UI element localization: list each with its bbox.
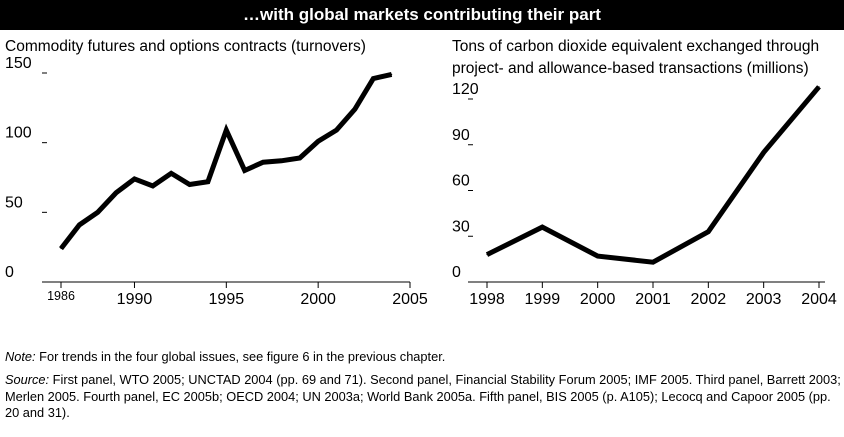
right-y-tick-label: 60 [452, 173, 470, 190]
note-label: Note: [5, 349, 36, 364]
figure-source: Source: First panel, WTO 2005; UNCTAD 20… [5, 372, 841, 422]
right-y-tick-label: 0 [452, 264, 461, 281]
right-x-tick-label: 1999 [525, 291, 561, 308]
left-data-point [391, 73, 393, 75]
source-text: First panel, WTO 2005; UNCTAD 2004 (pp. … [5, 372, 841, 420]
right-chart-title-line-2: project- and allowance-based transaction… [452, 60, 809, 77]
left-data-point [335, 129, 338, 131]
right-x-tick-label: 2004 [801, 291, 837, 308]
right-x-tick-label: 2000 [580, 291, 616, 308]
left-x-tick-label: 2000 [300, 291, 336, 308]
left-x-tick-label: 1995 [209, 291, 245, 308]
left-data-point [280, 160, 283, 162]
source-label: Source: [5, 372, 50, 387]
figure-banner-title: …with global markets contributing their … [0, 0, 844, 30]
left-data-point [78, 224, 80, 226]
note-text: For trends in the four global issues, se… [35, 349, 446, 364]
right-y-tick-label: 90 [452, 127, 470, 144]
left-data-point [317, 140, 319, 142]
left-chart-title: Commodity futures and options contracts … [5, 38, 366, 55]
left-data-point [372, 77, 374, 80]
left-y-tick-label: 50 [5, 194, 23, 211]
left-data-point [188, 183, 191, 186]
left-data-point [299, 157, 301, 159]
left-data-point [354, 108, 356, 110]
right-x-tick-label: 2002 [691, 291, 727, 308]
left-data-point [207, 181, 209, 183]
left-x-tick-label: 2005 [392, 291, 428, 308]
left-data-point [262, 161, 264, 163]
left-y-tick-label: 150 [5, 55, 32, 72]
left-x-tick-label: 1990 [117, 291, 153, 308]
right-data-point [763, 151, 765, 153]
left-x-tick-label: 1986 [47, 289, 75, 303]
right-data-point [707, 231, 709, 233]
right-line-chart: 0 30 60 90 120 1998 1999 2000 2001 2002 2003 2004 [452, 81, 837, 308]
left-data-point [244, 169, 246, 172]
left-data-point [133, 178, 136, 180]
left-data-point [60, 247, 62, 250]
right-y-tick-label: 120 [452, 81, 479, 98]
left-data-point [97, 211, 99, 213]
right-data-point [541, 226, 543, 228]
left-line-chart: 0 50 100 150 1986 1990 1995 2000 2005 [5, 55, 428, 308]
right-data-point [597, 255, 599, 257]
right-series-line [485, 85, 821, 265]
left-y-tick-label: 100 [5, 125, 32, 142]
left-data-point [152, 185, 154, 187]
right-chart-title-line-1: Tons of carbon dioxide equivalent exchan… [452, 38, 820, 55]
right-x-tick-label: 2003 [746, 291, 782, 308]
left-data-point [225, 129, 227, 131]
right-x-tick-label: 1998 [469, 291, 505, 308]
figure-note: Note: For trends in the four global issu… [5, 349, 445, 364]
right-data-point [818, 86, 820, 88]
right-x-tick-label: 2001 [635, 291, 671, 308]
left-y-tick-label: 0 [5, 264, 14, 281]
right-y-tick-label: 30 [452, 218, 470, 235]
left-data-point [170, 172, 172, 174]
right-data-point [486, 253, 488, 256]
right-data-point [652, 261, 654, 263]
left-data-point [115, 192, 117, 194]
